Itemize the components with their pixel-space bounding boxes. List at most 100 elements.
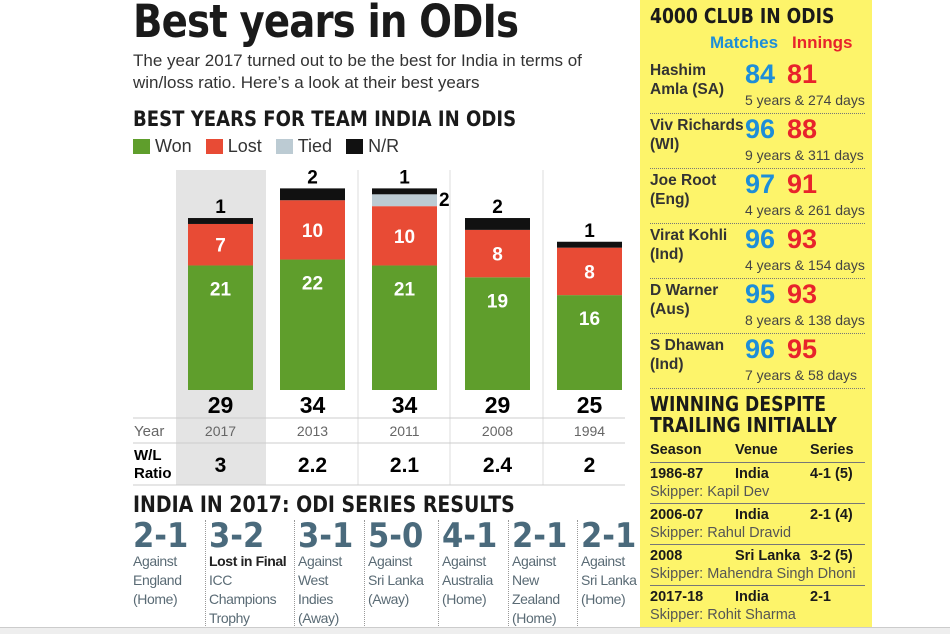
player-name: Viv Richards (WI) xyxy=(650,117,744,153)
year-row-label: Year xyxy=(134,423,164,440)
club-title: 4000 CLUB IN ODIS xyxy=(650,4,835,28)
bar-won-2013 xyxy=(280,259,345,390)
legend-item: Lost xyxy=(205,136,262,157)
matches-value: 95 xyxy=(745,279,776,309)
series-desc: New xyxy=(512,572,539,588)
club-row: S Dhawan (Ind) 96 95 7 years & 58 days xyxy=(650,334,865,389)
legend-label: Won xyxy=(155,136,192,156)
innings-value: 88 xyxy=(787,114,818,144)
season: 1986-87 xyxy=(650,466,704,482)
series-result-item: 2-1 Against New Zealand (Home) xyxy=(508,516,573,628)
series-desc: Against xyxy=(133,553,177,569)
duration: 8 years & 138 days xyxy=(745,312,865,328)
series-desc: Against xyxy=(512,553,556,569)
bar-won-1994 xyxy=(557,295,622,390)
series-result-item: 3-2 Lost in Final ICC Champions Trophy xyxy=(205,519,287,628)
legend-label: N/R xyxy=(368,136,400,156)
year-tick-label: 2013 xyxy=(297,423,328,439)
series-result-item: 4-1 Against Australia (Home) xyxy=(438,519,503,628)
year-tick-label: 2011 xyxy=(389,423,419,439)
bar-nr-2017 xyxy=(188,218,253,224)
series-desc: (Home) xyxy=(442,591,487,607)
series-desc: Zealand xyxy=(512,591,560,607)
trailing-title-line2: TRAILING INITIALLY xyxy=(650,413,837,437)
matches-label: Matches xyxy=(710,33,779,52)
duration: 7 years & 58 days xyxy=(745,367,858,383)
series-desc: Champions xyxy=(209,591,277,607)
series-score: 2-1 xyxy=(512,516,568,556)
bar-lost-1994 xyxy=(557,247,622,296)
series-desc: ICC xyxy=(209,572,232,588)
legend-swatch xyxy=(205,139,223,154)
venue: India xyxy=(735,507,769,523)
bar-nr-1994 xyxy=(557,241,622,248)
bar-lost-2013 xyxy=(280,200,345,260)
innings-value: 81 xyxy=(787,59,818,89)
total-label: 25 xyxy=(577,392,603,418)
wl-ratio-value: 2.2 xyxy=(298,454,327,477)
header-series: Series xyxy=(810,442,854,458)
total-label: 29 xyxy=(485,392,511,418)
venue: India xyxy=(735,589,769,605)
series-score: 5-0 xyxy=(368,516,424,556)
series-result-item: 2-1 Against Sri Lanka (Home) xyxy=(577,516,642,628)
wl-ratio-value: 2.4 xyxy=(483,454,513,477)
data-label: 22 xyxy=(302,274,323,295)
legend-swatch xyxy=(346,139,364,154)
series-score: 3-2 (5) xyxy=(810,548,853,564)
season: 2017-18 xyxy=(650,589,704,605)
total-label: 29 xyxy=(208,392,234,418)
matches-value: 96 xyxy=(745,114,776,144)
data-label: 21 xyxy=(394,279,416,300)
chart-title: BEST YEARS FOR TEAM INDIA IN ODIS xyxy=(133,107,517,131)
data-label: 16 xyxy=(579,309,600,330)
total-label: 34 xyxy=(300,392,326,418)
series-desc: (Home) xyxy=(133,591,178,607)
series-desc: West xyxy=(298,572,329,588)
season: 2008 xyxy=(650,548,683,564)
series-desc: Against xyxy=(581,553,625,569)
data-label: 10 xyxy=(302,221,323,242)
ratio-row-label: W/L xyxy=(134,447,162,464)
bottom-border xyxy=(0,627,950,634)
series-desc: Against xyxy=(298,553,342,569)
legend: Won Lost Tied N/R xyxy=(133,136,399,157)
data-label: 1 xyxy=(584,221,595,242)
club-row: Hashim Amla (SA) 84 81 5 years & 274 days xyxy=(650,59,865,114)
wl-ratio-value: 3 xyxy=(215,454,227,477)
series-score: 2-1 xyxy=(581,516,637,556)
trailing-row: 2017-18 India 2-1 Skipper: Rohit Sharma xyxy=(650,585,865,632)
series-desc: (Home) xyxy=(581,591,626,607)
wl-ratio-value: 2 xyxy=(584,454,596,477)
club-row: Joe Root (Eng) 97 91 4 years & 261 days xyxy=(650,169,865,224)
legend-item: Tied xyxy=(275,136,332,157)
data-label: 7 xyxy=(215,236,226,257)
bar-lost-2008 xyxy=(465,229,530,278)
club-row: D Warner (Aus) 95 93 8 years & 138 days xyxy=(650,279,865,334)
data-label: 2 xyxy=(439,190,450,211)
innings-value: 95 xyxy=(787,334,818,364)
player-name: Joe Root (Eng) xyxy=(650,172,717,208)
series-desc: Against xyxy=(368,553,412,569)
season: 2006-07 xyxy=(650,507,704,523)
venue: Sri Lanka xyxy=(735,548,801,564)
data-label: 10 xyxy=(394,227,415,248)
duration: 4 years & 154 days xyxy=(745,257,865,273)
series-desc: Trophy xyxy=(209,610,250,626)
data-label: 1 xyxy=(215,197,226,218)
year-tick-label: 2017 xyxy=(205,423,236,439)
skipper: Skipper: Rohit Sharma xyxy=(650,607,796,623)
bar-lost-2011 xyxy=(372,206,437,266)
skipper: Skipper: Rahul Dravid xyxy=(650,525,792,541)
series-desc: Sri Lanka xyxy=(581,572,637,588)
year-tick-label: 2008 xyxy=(482,423,513,439)
series-desc: Indies xyxy=(298,591,333,607)
player-name: S Dhawan (Ind) xyxy=(650,337,725,373)
series-desc: Australia xyxy=(442,572,493,588)
skipper: Skipper: Kapil Dev xyxy=(650,484,770,500)
series-desc: (Away) xyxy=(298,610,339,626)
header-venue: Venue xyxy=(735,442,778,458)
series-result-item: 5-0 Against Sri Lanka (Away) xyxy=(364,516,429,628)
trailing-title: WINNING DESPITE TRAILING INITIALLY xyxy=(650,394,837,436)
trailing-row: 2008 Sri Lanka 3-2 (5) Skipper: Mahendra Si… xyxy=(650,544,865,591)
